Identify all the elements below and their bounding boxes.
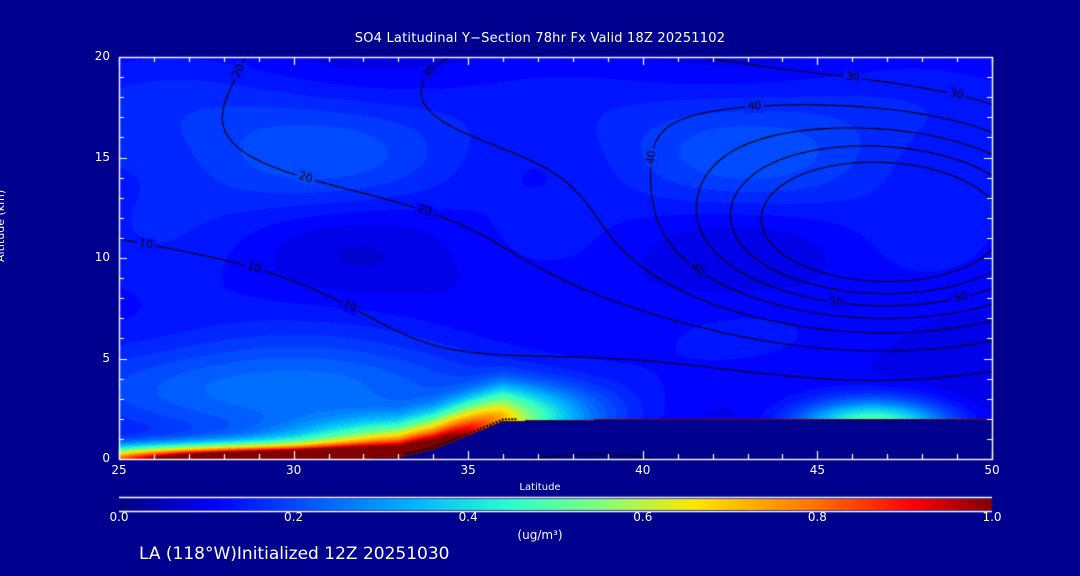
y-tick-label: 20 [94, 49, 110, 63]
colorbar-tick-label: 0.6 [633, 510, 653, 524]
colorbar-tick-label: 1.0 [982, 510, 1002, 524]
colorbar-tick-label: 0.8 [807, 510, 827, 524]
y-axis-label: Altitude (km) [0, 189, 7, 262]
y-tick-label: 0 [102, 451, 110, 465]
colorbar-tick-label: 0.0 [109, 510, 129, 524]
y-tick-label: 10 [94, 250, 110, 264]
y-axis-tick-labels: 0 5 10 15 20 [66, 0, 110, 576]
x-tick-label: 40 [635, 463, 651, 477]
x-tick-label: 25 [111, 463, 127, 477]
x-tick-label: 45 [809, 463, 826, 477]
x-tick-label: 30 [285, 463, 302, 477]
x-tick-label: 50 [984, 463, 1000, 477]
x-axis-label: Latitude [519, 482, 561, 493]
y-tick-label: 15 [94, 149, 110, 164]
colorbar-tick-label: 0.4 [458, 510, 478, 524]
colorbar-units-label: (ug/m³) [517, 528, 563, 542]
colorbar-tick-label: 0.2 [284, 510, 304, 524]
x-tick-label: 35 [460, 463, 476, 477]
y-tick-label: 5 [102, 350, 110, 365]
figure-caption: LA (118°W)Initialized 12Z 20251030 [139, 544, 450, 564]
chart-title: SO4 Latitudinal Y−Section 78hr Fx Valid … [354, 31, 726, 46]
